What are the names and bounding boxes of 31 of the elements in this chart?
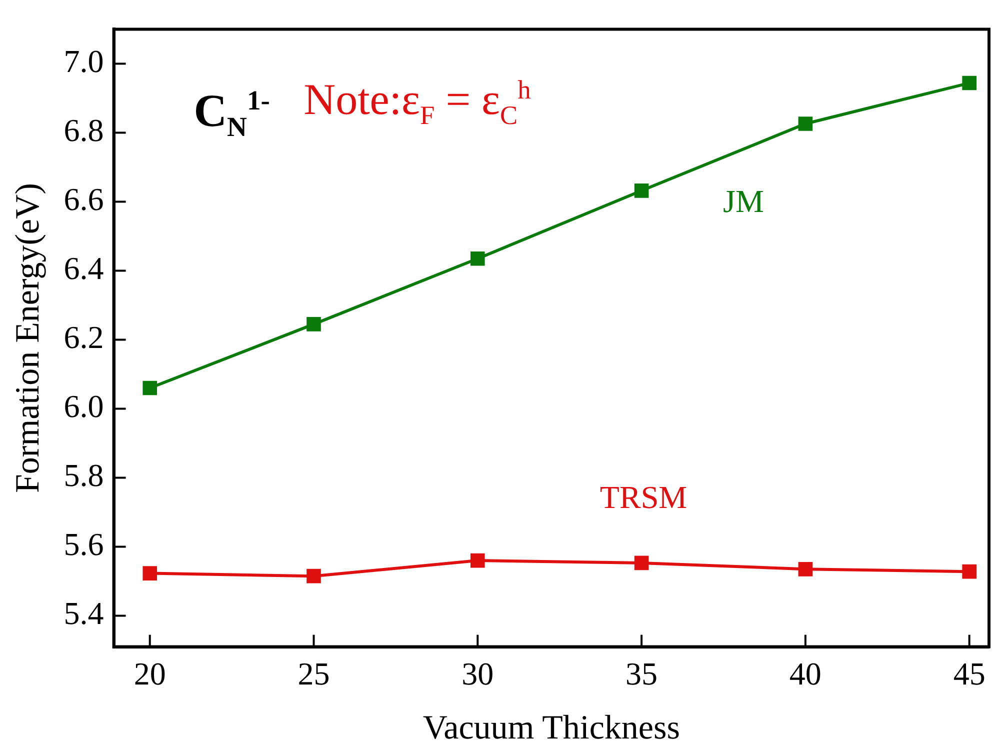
y-tick-label: 5.8 (64, 457, 104, 494)
y-tick-label: 5.4 (64, 595, 104, 632)
series-label: TRSM (600, 478, 688, 515)
x-axis-title: Vacuum Thickness (422, 710, 680, 747)
y-tick-label: 6.8 (64, 112, 104, 148)
point (798, 116, 813, 131)
point (470, 251, 485, 266)
y-axis-title: Formation Energy(eV) (9, 182, 46, 494)
series-label: JM (723, 183, 764, 220)
y-tick-label: 6.6 (64, 181, 104, 218)
point (634, 556, 649, 570)
x-tick-label: 40 (789, 655, 822, 692)
x-tick-label: 30 (462, 655, 494, 692)
point (306, 568, 321, 584)
x-tick-label: 45 (953, 655, 986, 692)
point (142, 566, 158, 580)
y-tick-label: 7.0 (64, 43, 104, 80)
point (962, 564, 976, 579)
point (634, 184, 649, 198)
x-tick-label: 20 (134, 655, 166, 692)
x-tick-label: 35 (626, 655, 658, 692)
y-tick-label: 6.2 (64, 319, 104, 356)
point (962, 76, 976, 90)
y-tick-label: 5.6 (64, 526, 104, 562)
y-tick-label: 6.4 (64, 250, 104, 286)
y-tick-label: 6.0 (64, 388, 104, 424)
point (470, 553, 485, 568)
point (142, 380, 158, 396)
point (798, 562, 813, 576)
x-tick-label: 25 (298, 655, 330, 692)
point (306, 317, 321, 332)
